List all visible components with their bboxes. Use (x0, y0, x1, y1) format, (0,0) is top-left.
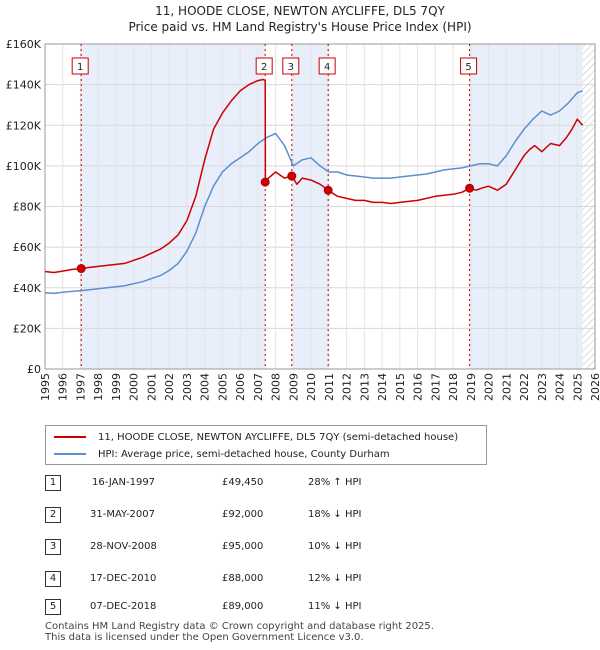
sale-marker-number: 5 (465, 62, 471, 73)
x-tick-label: 1995 (39, 373, 52, 401)
table-row: 4 17-DEC-2010 £88,000 12% ↓ HPI (45, 571, 465, 591)
y-tick-label: £0 (27, 363, 41, 376)
sale-hpi-diff: 28% ↑ HPI (308, 477, 362, 488)
table-row: 3 28-NOV-2008 £95,000 10% ↓ HPI (45, 539, 465, 559)
hpi-series-line (44, 90, 583, 295)
table-row: 2 31-MAY-2007 £92,000 18% ↓ HPI (45, 507, 465, 527)
x-tick-label: 2012 (341, 373, 354, 401)
x-tick-label: 2023 (536, 373, 549, 401)
y-tick-label: £160K (6, 38, 42, 51)
legend-label-hpi: HPI: Average price, semi-detached house,… (98, 448, 390, 460)
y-tick-label: £40K (13, 282, 42, 295)
sale-hpi-diff: 18% ↓ HPI (308, 509, 362, 520)
sale-hpi-diff: 10% ↓ HPI (308, 541, 362, 552)
plot-frame (44, 43, 596, 370)
y-tick-label: £140K (6, 79, 42, 92)
x-tick-label: 2004 (199, 373, 212, 401)
sale-date: 31-MAY-2007 (90, 509, 156, 520)
y-tick-label: £120K (6, 119, 42, 132)
x-tick-label: 2007 (252, 373, 265, 401)
sale-date: 28-NOV-2008 (90, 541, 157, 552)
table-row: 1 16-JAN-1997 £49,450 28% ↑ HPI (45, 475, 465, 495)
footer-line-1: Contains HM Land Registry data © Crown c… (45, 621, 434, 632)
x-tick-label: 2018 (447, 373, 460, 401)
x-tick-label: 1998 (92, 373, 105, 401)
sale-date: 07-DEC-2018 (90, 601, 157, 612)
x-tick-label: 2005 (216, 373, 229, 401)
x-tick-label: 2008 (270, 373, 283, 401)
y-tick-label: £60K (13, 241, 42, 254)
legend-item-hpi: HPI: Average price, semi-detached house,… (54, 445, 390, 463)
sale-point (260, 177, 270, 187)
legend-swatch-hpi (54, 453, 86, 455)
footer-line-2: This data is licensed under the Open Gov… (45, 632, 364, 643)
sale-number-badge: 3 (45, 539, 61, 555)
sale-point (76, 264, 86, 274)
x-tick-label: 2009 (287, 373, 300, 401)
x-tick-label: 2021 (500, 373, 513, 401)
x-tick-label: 1997 (74, 373, 87, 401)
x-tick-label: 2013 (358, 373, 371, 401)
x-tick-label: 1999 (110, 373, 123, 401)
x-tick-label: 2001 (145, 373, 158, 401)
x-tick-label: 2015 (394, 373, 407, 401)
x-tick-label: 2002 (163, 373, 176, 401)
y-tick-label: £100K (6, 160, 42, 173)
legend-swatch-property (54, 436, 86, 438)
x-tick-label: 2026 (589, 373, 600, 401)
sale-number-badge: 4 (45, 571, 61, 587)
x-tick-label: 2000 (128, 373, 141, 401)
sale-date: 17-DEC-2010 (90, 573, 157, 584)
legend-item-property: 11, HOODE CLOSE, NEWTON AYCLIFFE, DL5 7Q… (54, 428, 458, 446)
x-tick-label: 2020 (483, 373, 496, 401)
x-tick-label: 2016 (412, 373, 425, 401)
x-tick-label: 2011 (323, 373, 336, 401)
sale-number-badge: 2 (45, 507, 61, 523)
x-tick-label: 2006 (234, 373, 247, 401)
chart-subtitle: Price paid vs. HM Land Registry's House … (128, 20, 471, 34)
sale-marker-number: 3 (288, 62, 294, 73)
x-tick-label: 2024 (554, 373, 567, 401)
price-chart: 11, HOODE CLOSE, NEWTON AYCLIFFE, DL5 7Q… (6, 4, 600, 401)
y-tick-label: £20K (13, 322, 42, 335)
copyright-footer: Contains HM Land Registry data © Crown c… (45, 621, 434, 643)
x-tick-label: 2010 (305, 373, 318, 401)
sale-marker-box (255, 57, 273, 75)
sale-date: 16-JAN-1997 (92, 477, 156, 488)
x-tick-label: 1996 (57, 373, 70, 401)
x-tick-label: 2022 (518, 373, 531, 401)
sale-hpi-diff: 12% ↓ HPI (308, 573, 362, 584)
sale-point (287, 171, 297, 181)
sale-price: £88,000 (222, 573, 264, 584)
legend-label-property: 11, HOODE CLOSE, NEWTON AYCLIFFE, DL5 7Q… (98, 431, 459, 443)
sale-marker-box (282, 57, 300, 75)
chart-title: 11, HOODE CLOSE, NEWTON AYCLIFFE, DL5 7Q… (155, 4, 445, 18)
sale-price: £89,000 (222, 601, 264, 612)
table-row: 5 07-DEC-2018 £89,000 11% ↓ HPI (45, 599, 465, 619)
sale-point (323, 185, 333, 195)
sale-marker-number: 1 (77, 62, 83, 73)
property-series-line (44, 78, 584, 274)
sale-number-badge: 1 (45, 475, 61, 491)
chart-legend: 11, HOODE CLOSE, NEWTON AYCLIFFE, DL5 7Q… (45, 425, 487, 465)
y-tick-label: £80K (13, 201, 42, 214)
sale-price: £49,450 (222, 477, 264, 488)
sale-marker-box (71, 57, 89, 75)
sale-marker-box (318, 57, 336, 75)
sale-marker-box (460, 57, 478, 75)
x-tick-label: 2003 (181, 373, 194, 401)
sale-marker-number: 4 (324, 62, 330, 73)
sale-price: £92,000 (222, 509, 264, 520)
x-tick-label: 2025 (571, 373, 584, 401)
sale-point (465, 183, 475, 193)
x-tick-label: 2014 (376, 373, 389, 401)
sale-price: £95,000 (222, 541, 264, 552)
sale-hpi-diff: 11% ↓ HPI (308, 601, 362, 612)
sale-marker-number: 2 (261, 62, 267, 73)
x-tick-label: 2017 (429, 373, 442, 401)
x-tick-label: 2019 (465, 373, 478, 401)
sale-number-badge: 5 (45, 599, 61, 615)
